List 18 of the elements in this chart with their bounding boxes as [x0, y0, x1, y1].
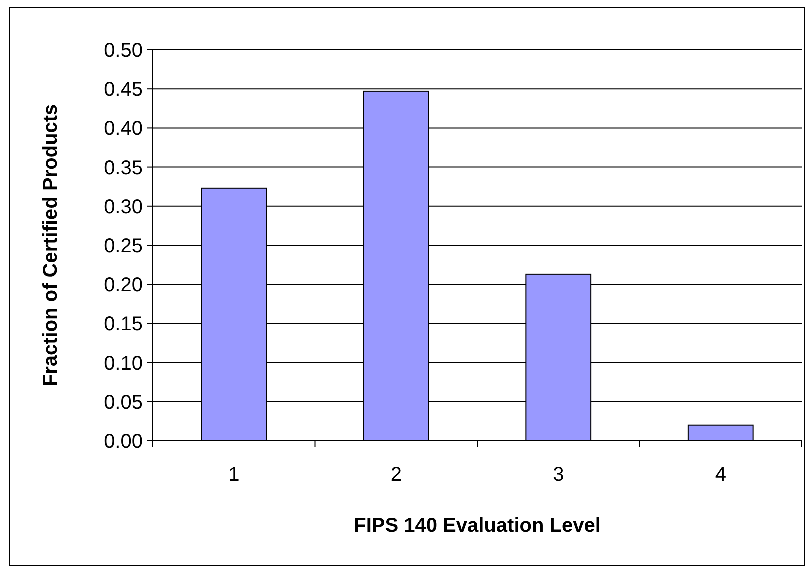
y-tick-label: 0.20 [104, 274, 143, 297]
x-axis-title: FIPS 140 Evaluation Level [354, 515, 601, 537]
x-tick-label: 1 [228, 464, 240, 486]
bar [688, 424, 754, 442]
y-tick-label: 0.15 [104, 314, 143, 336]
x-tick-label: 3 [553, 464, 564, 486]
y-tick-label: 0.50 [104, 40, 143, 62]
y-tick-label: 0.05 [104, 392, 143, 414]
y-tick-label: 0.40 [104, 118, 143, 140]
x-tick-label: 2 [390, 464, 402, 486]
y-tick-label: 0.30 [104, 196, 143, 218]
y-tick-label: 0.25 [104, 236, 143, 258]
y-axis-title: Fraction of Certified Products [40, 104, 62, 387]
y-tick-label: 0.00 [104, 431, 143, 453]
y-tick-label: 0.45 [104, 79, 143, 102]
x-tick-label: 4 [715, 464, 726, 486]
y-tick-label: 0.10 [104, 352, 143, 375]
y-tick-label: 0.35 [104, 157, 143, 180]
